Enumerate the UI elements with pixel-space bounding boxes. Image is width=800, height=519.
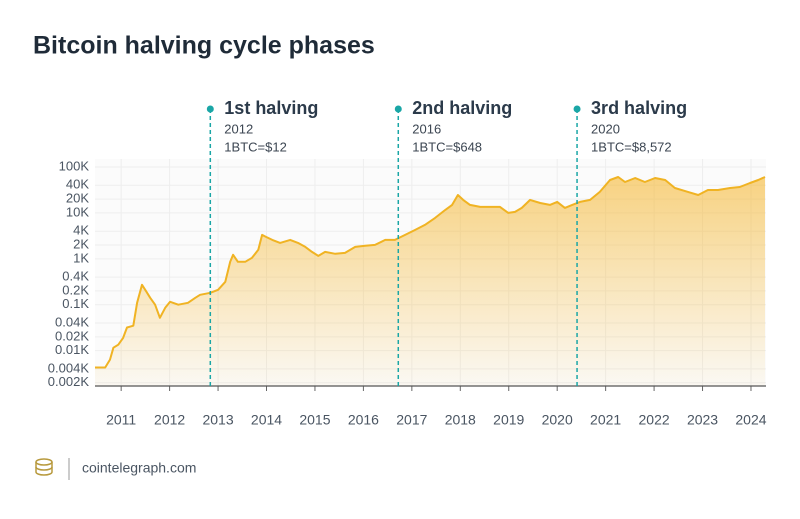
x-tick-label: 2020 (542, 412, 573, 428)
y-tick-label: 0.002K (48, 374, 90, 389)
y-tick-label: 0.02K (55, 328, 89, 343)
y-tick-label: 2K (73, 236, 89, 251)
halving-dot (394, 105, 402, 113)
source: cointelegraph.com (82, 460, 196, 476)
x-tick-label: 2012 (154, 412, 185, 428)
halving-dot (573, 105, 581, 113)
annotation-price: 1BTC=$12 (224, 139, 287, 154)
y-tick-label: 0.1K (62, 296, 89, 311)
x-tick-label: 2018 (445, 412, 476, 428)
price-line (95, 176, 766, 369)
y-tick-label: 4K (73, 223, 89, 238)
y-tick-label: 0.04K (55, 314, 89, 329)
annotation-title: 2nd halving (412, 98, 512, 118)
x-tick-label: 2023 (687, 412, 718, 428)
y-tick-label: 0.2K (62, 282, 89, 297)
y-tick-label: 0.004K (48, 360, 90, 375)
area (95, 177, 765, 386)
y-tick-label: 10K (66, 204, 89, 219)
x-tick-label: 2021 (590, 412, 621, 428)
y-tick-label: 100K (59, 158, 90, 173)
x-tick-label: 2013 (202, 412, 233, 428)
x-tick-label: 2014 (251, 412, 282, 428)
annotation-title: 3rd halving (591, 98, 687, 118)
y-tick-label: 0.01K (55, 342, 89, 357)
x-tick-label: 2019 (493, 412, 524, 428)
annotation-year: 2016 (412, 121, 441, 136)
annotation-year: 2012 (224, 121, 253, 136)
chart-title: Bitcoin halving cycle phases (33, 32, 375, 60)
annotation-price: 1BTC=$8,572 (591, 139, 672, 154)
x-tick-label: 2022 (639, 412, 670, 428)
x-tick-label: 2011 (106, 412, 136, 428)
x-tick-label: 2015 (299, 412, 330, 428)
x-tick-label: 2017 (396, 412, 427, 428)
y-tick-label: 0.4K (62, 269, 89, 284)
annotation-price: 1BTC=$648 (412, 139, 482, 154)
logo (35, 458, 70, 480)
y-tick-label: 1K (73, 250, 89, 265)
x-tick-label: 2016 (348, 412, 379, 428)
annotation-title: 1st halving (224, 98, 318, 118)
halving-dot (206, 105, 214, 113)
y-tick-label: 40K (66, 177, 89, 192)
annotation-year: 2020 (591, 121, 620, 136)
y-tick-label: 20K (66, 191, 89, 206)
x-tick-label: 2024 (735, 412, 766, 428)
